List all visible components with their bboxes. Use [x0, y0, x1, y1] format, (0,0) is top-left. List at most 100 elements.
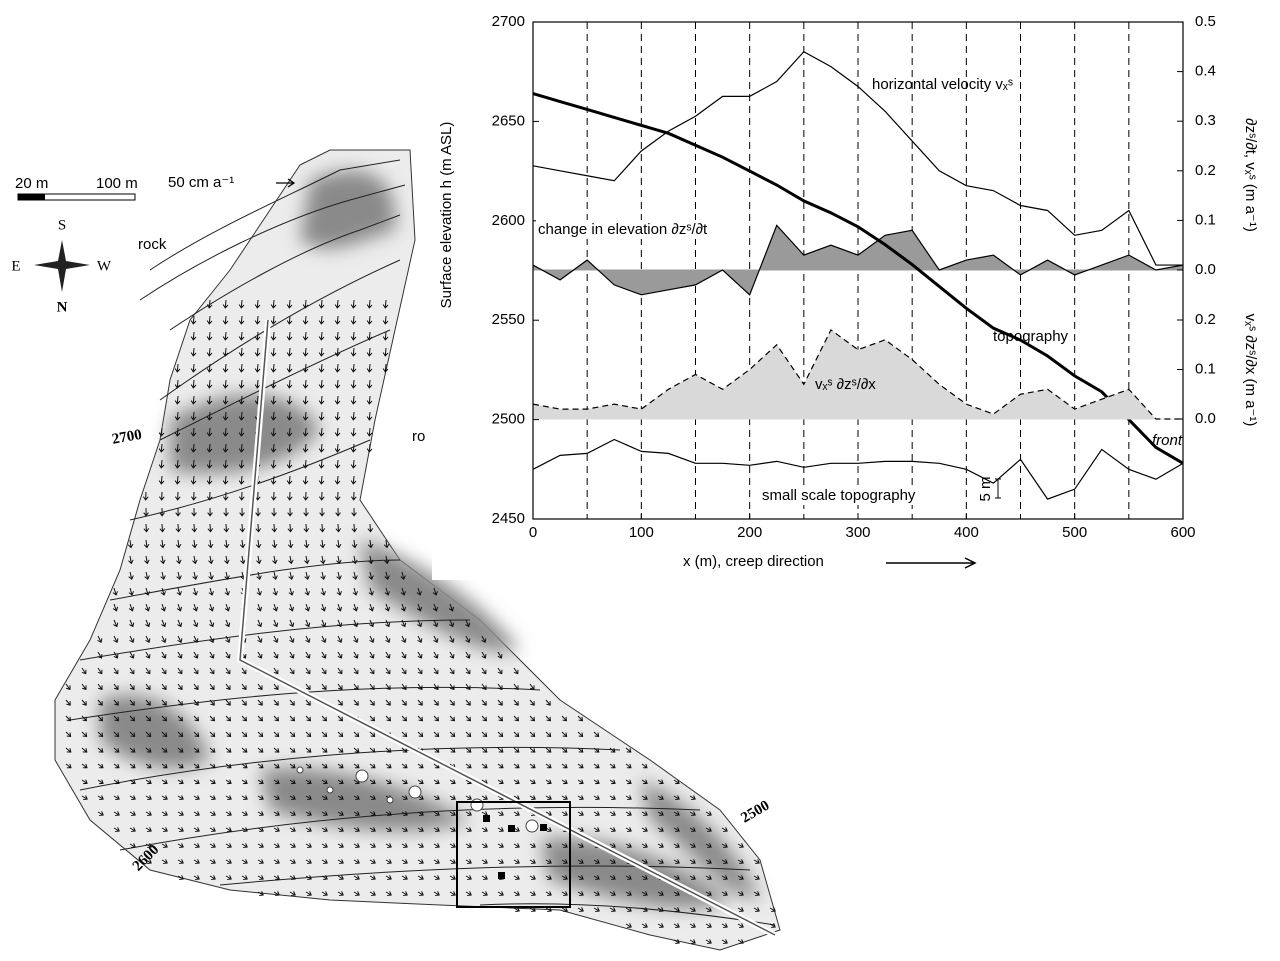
contour [169, 214, 401, 331]
velocity-arrow [289, 891, 296, 896]
velocity-arrow [177, 731, 184, 738]
velocity-arrow [174, 443, 181, 453]
velocity-arrow [113, 651, 119, 659]
velocity-arrow [273, 715, 280, 722]
velocity-arrow [737, 923, 744, 928]
velocity-arrow [241, 779, 248, 785]
annotation: front [1152, 432, 1183, 449]
velocity-arrow [255, 507, 261, 517]
y2-tick-label: 0.1 [1195, 211, 1216, 228]
velocity-arrow [191, 523, 198, 533]
profile-line [236, 319, 777, 938]
velocity-arrow [385, 715, 392, 722]
velocity-arrow [481, 763, 488, 769]
velocity-arrow [302, 491, 309, 501]
velocity-arrow [449, 795, 456, 800]
velocity-arrow [400, 571, 406, 581]
velocity-arrow [254, 331, 261, 341]
velocity-arrow [254, 315, 261, 325]
velocity-arrow [417, 731, 424, 738]
velocity-arrow [673, 939, 680, 944]
velocity-arrow [385, 811, 392, 816]
velocity-arrow [193, 683, 199, 691]
velocity-arrow [273, 635, 279, 644]
velocity-arrow [273, 619, 279, 628]
velocity-arrow [238, 347, 245, 357]
velocity-arrow [705, 843, 712, 848]
velocity-arrow [224, 603, 231, 612]
velocity-arrow [433, 795, 440, 800]
velocity-arrow [303, 539, 310, 549]
velocity-arrow [385, 843, 392, 848]
velocity-arrow [561, 715, 568, 722]
velocity-arrow [81, 715, 88, 722]
velocity-arrow [129, 619, 135, 628]
velocity-arrow [193, 811, 200, 816]
velocity-arrow [382, 347, 389, 357]
velocity-arrow [609, 891, 616, 896]
shade [260, 768, 470, 831]
velocity-arrow [270, 443, 277, 453]
velocity-arrow [577, 795, 584, 800]
velocity-arrow [305, 859, 312, 864]
velocity-arrow [129, 715, 136, 722]
velocity-arrow [433, 619, 439, 628]
velocity-arrow [286, 299, 293, 309]
velocity-arrow [190, 347, 197, 357]
velocity-arrow [433, 635, 439, 644]
velocity-arrow [270, 299, 277, 309]
velocity-arrow [257, 795, 264, 800]
velocity-arrow [367, 523, 374, 533]
velocity-arrow [465, 843, 472, 848]
velocity-arrow [270, 347, 277, 357]
velocity-arrow [609, 747, 616, 753]
velocity-arrow [385, 747, 392, 753]
velocity-arrow [561, 763, 568, 769]
velocity-arrow [145, 747, 152, 753]
velocity-arrow [129, 763, 136, 769]
contour [159, 329, 391, 441]
velocity-arrow [319, 507, 325, 517]
velocity-arrow [255, 539, 262, 549]
velocity-arrow [222, 459, 229, 469]
velocity-arrow [366, 443, 373, 453]
x-axis-arrow [886, 557, 977, 569]
velocity-arrow [97, 715, 104, 722]
compass-letter: E [11, 258, 20, 274]
velocity-arrow [529, 843, 536, 848]
velocity-arrow [238, 443, 245, 453]
velocity-arrow [175, 507, 181, 517]
velocity-arrow [222, 443, 229, 453]
annotation: 5 m [977, 476, 994, 501]
velocity-arrow [320, 587, 326, 596]
velocity-arrow [256, 555, 262, 565]
velocity-arrow [289, 699, 295, 706]
velocity-arrow [81, 779, 88, 785]
velocity-arrow [577, 907, 584, 912]
y2-tick-label: 0.2 [1195, 311, 1216, 328]
velocity-arrow [433, 699, 439, 706]
velocity-arrow [401, 779, 408, 785]
velocity-arrow [625, 923, 632, 928]
velocity-arrow [273, 683, 279, 691]
velocity-arrow [224, 571, 230, 581]
velocity-arrow [305, 811, 312, 816]
velocity-arrow [318, 427, 325, 437]
velocity-arrow [289, 859, 296, 864]
velocity-arrow [318, 347, 325, 357]
velocity-arrow [209, 635, 215, 644]
velocity-arrow [577, 891, 584, 896]
velocity-arrow [129, 779, 136, 785]
velocity-arrow [609, 859, 616, 864]
velocity-arrow [65, 763, 72, 769]
markers [483, 815, 547, 879]
velocity-arrow [417, 779, 424, 785]
velocity-arrow [65, 699, 71, 706]
velocity-arrow [81, 667, 87, 675]
velocity-arrow [112, 603, 119, 612]
velocity-arrow [689, 923, 696, 928]
velocity-arrow [352, 603, 359, 612]
velocity-arrow [433, 747, 440, 753]
velocity-arrow [368, 603, 375, 612]
velocity-arrow [161, 635, 167, 644]
